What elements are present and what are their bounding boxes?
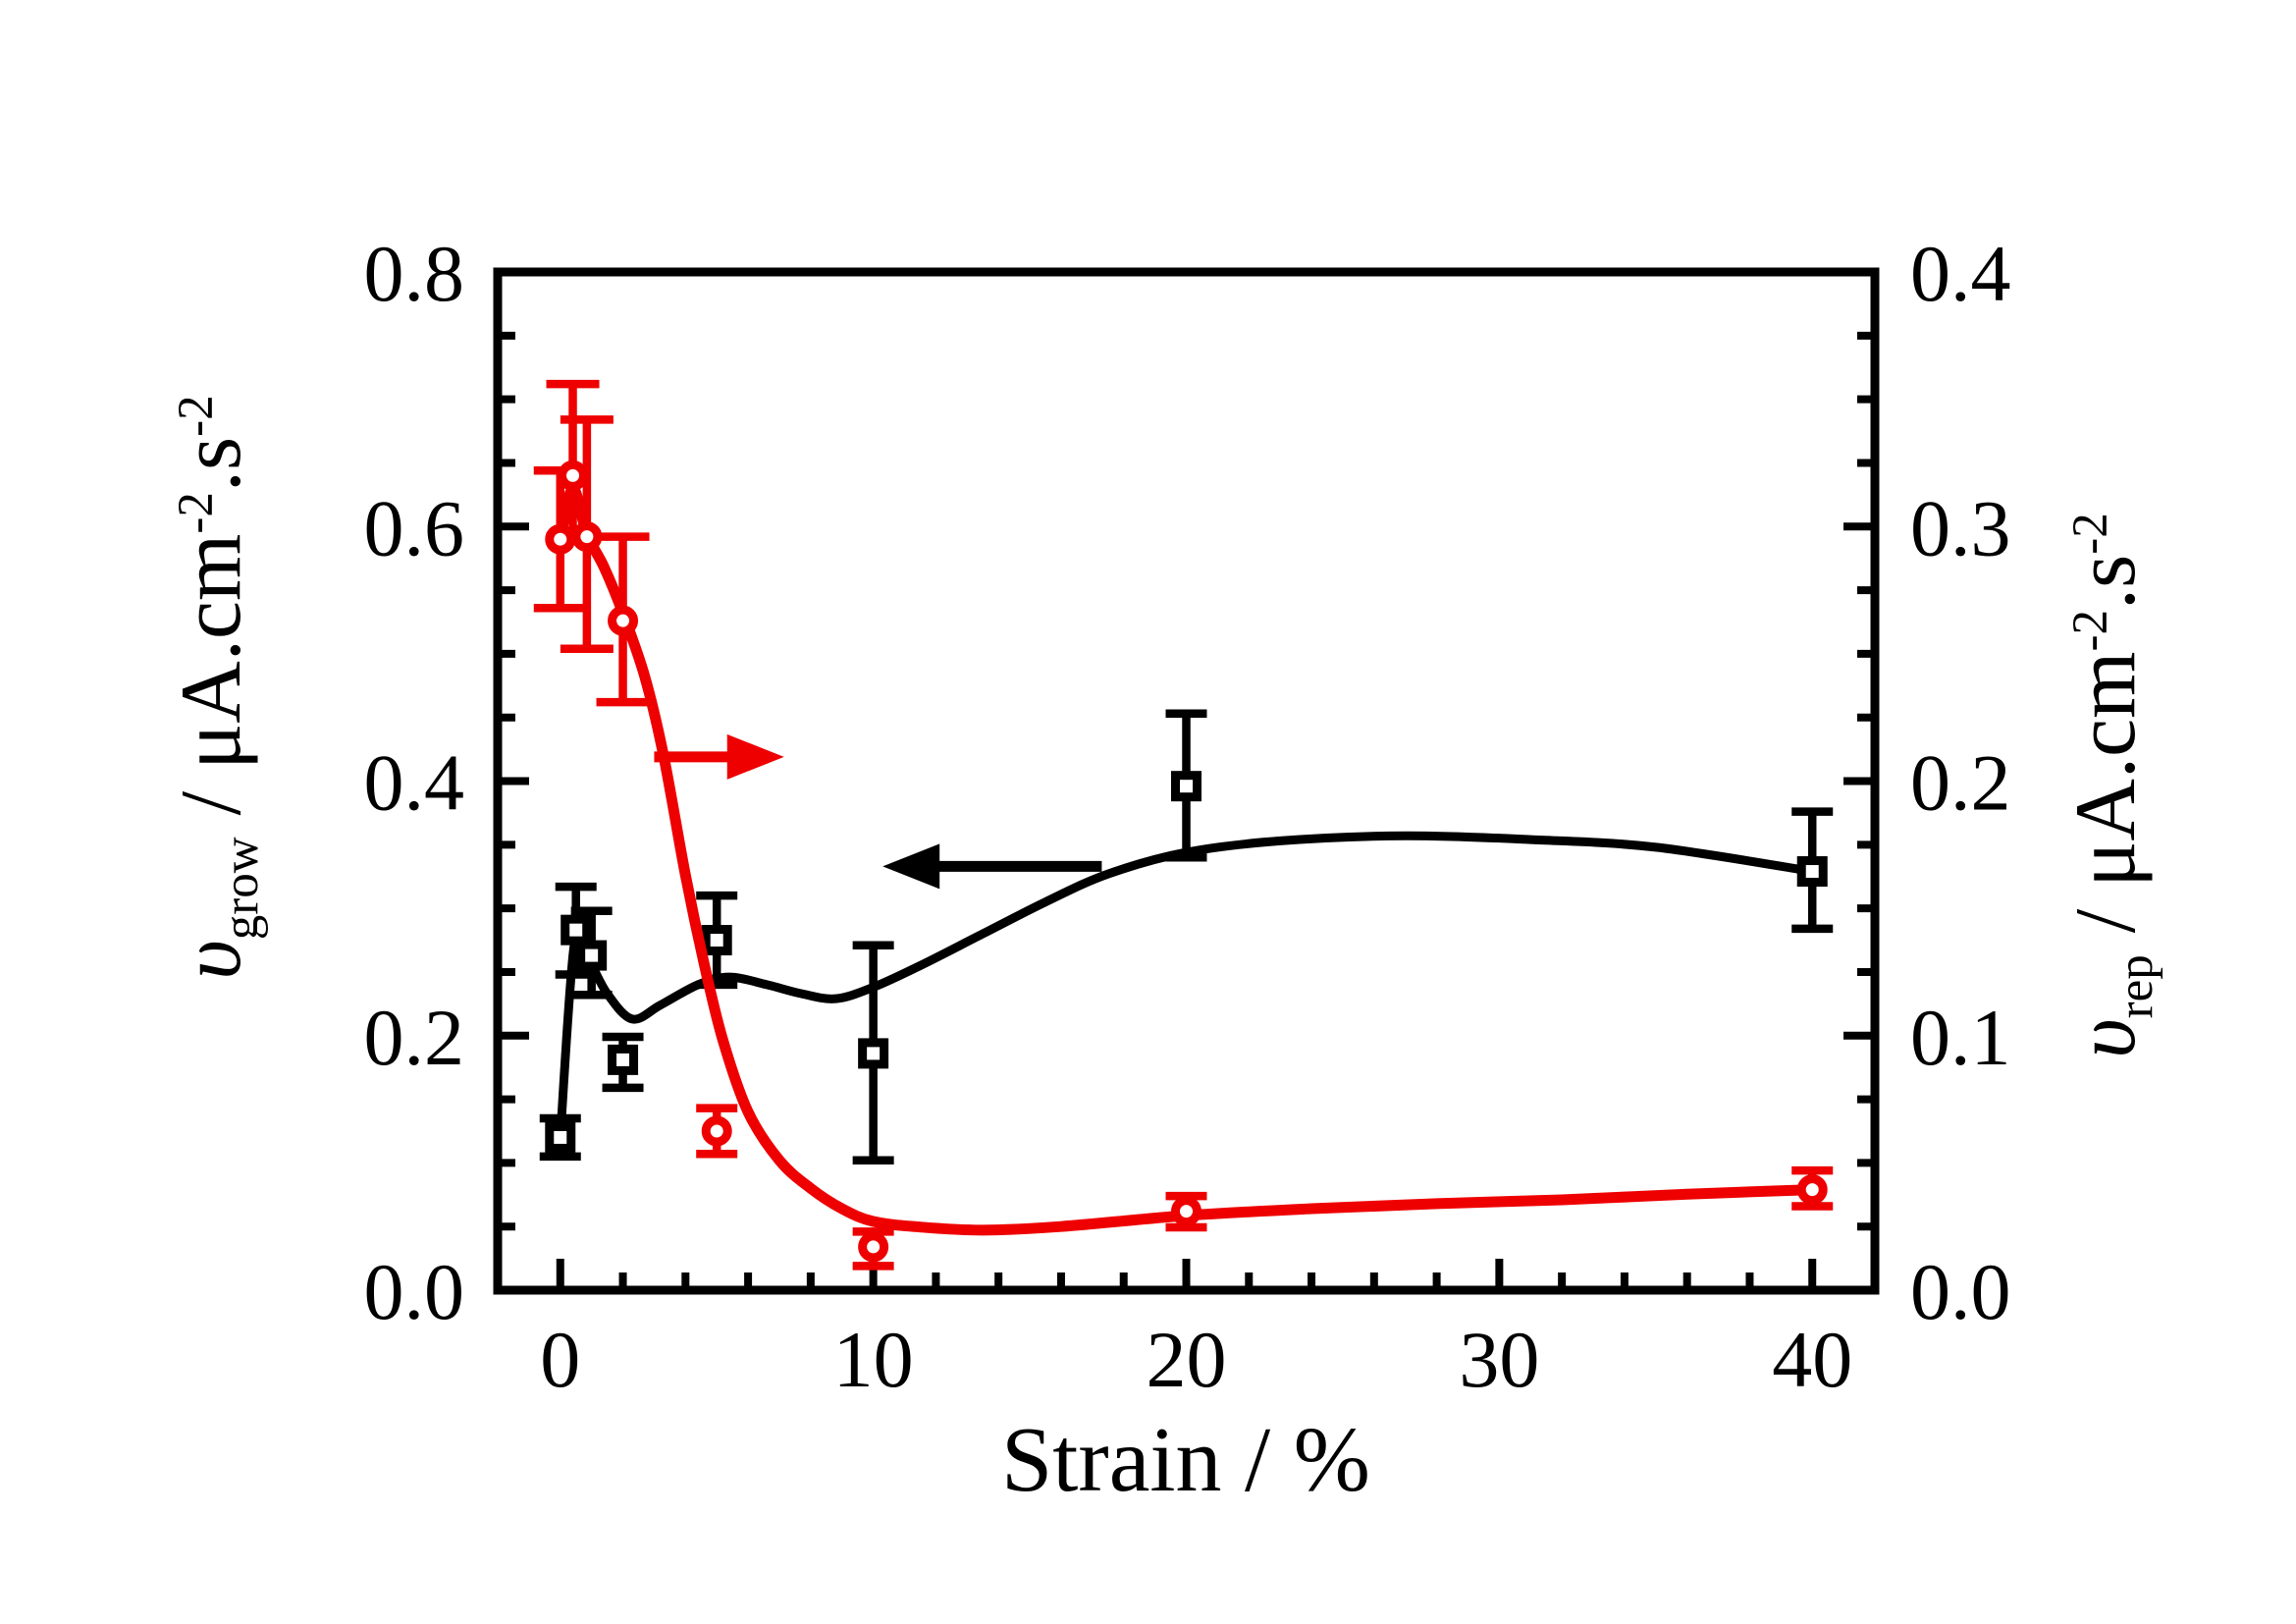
y-right-axis-title: υrep / μA.cm-2.s-2 bbox=[2058, 513, 2163, 1058]
unit-text: μA.cm bbox=[164, 533, 260, 770]
v_rep-marker-circle bbox=[608, 605, 639, 636]
black-series-pointer-head bbox=[882, 843, 940, 890]
v_rep-marker-circle bbox=[1796, 1174, 1828, 1206]
exponent: -2 bbox=[168, 492, 224, 534]
upsilon-symbol: υ bbox=[2058, 1018, 2155, 1058]
v_grow-marker-square bbox=[1171, 771, 1201, 802]
plot-frame bbox=[493, 267, 1880, 1295]
x-tick-label: 0 bbox=[540, 1315, 580, 1404]
y-left-axis-title: υgrow / μA.cm-2.s-2 bbox=[164, 395, 269, 979]
red-series-pointer-head bbox=[726, 733, 784, 780]
x-tick-label: 10 bbox=[833, 1315, 914, 1404]
unit-text: μA.cm bbox=[2058, 651, 2155, 888]
exponent: -2 bbox=[2062, 609, 2118, 652]
v_rep-marker-circle bbox=[545, 523, 576, 555]
y-right-subscript: rep bbox=[2108, 954, 2163, 1019]
v_rep-marker-circle bbox=[1171, 1196, 1201, 1227]
v_grow-curve bbox=[556, 831, 1813, 1138]
y-right-tick-label: 0.4 bbox=[1910, 229, 2011, 318]
v_rep-marker-circle bbox=[558, 460, 589, 491]
exponent: -2 bbox=[168, 395, 224, 437]
x-tick-label: 40 bbox=[1772, 1315, 1852, 1404]
v_grow-marker-square bbox=[576, 940, 608, 971]
unit-text: .s bbox=[2058, 554, 2155, 610]
y-left-tick-label: 0.0 bbox=[364, 1247, 465, 1336]
v_rep-marker-circle bbox=[858, 1231, 889, 1263]
y-left-subscript: grow bbox=[213, 837, 269, 941]
y-left-tick-label: 0.2 bbox=[364, 993, 465, 1082]
x-axis-title: Strain / % bbox=[1001, 1409, 1370, 1511]
y-right-tick-label: 0.3 bbox=[1910, 483, 2011, 572]
v_grow-marker-square bbox=[608, 1044, 639, 1075]
y-right-tick-label: 0.1 bbox=[1910, 993, 2011, 1082]
v_grow-marker-square bbox=[561, 914, 592, 946]
v_rep-marker-circle bbox=[571, 521, 603, 553]
separator: / bbox=[2058, 887, 2155, 955]
v_grow-marker-square bbox=[545, 1121, 576, 1153]
v_grow-marker-square bbox=[858, 1038, 889, 1069]
y-left-tick-label: 0.4 bbox=[364, 738, 465, 828]
v_grow-marker-square bbox=[1796, 856, 1828, 888]
separator: / bbox=[164, 769, 260, 838]
x-tick-label: 30 bbox=[1459, 1315, 1539, 1404]
exponent: -2 bbox=[2062, 513, 2118, 555]
v_rep-curve bbox=[555, 482, 1813, 1236]
v_rep-marker-circle bbox=[701, 1115, 732, 1147]
y-right-tick-label: 0.0 bbox=[1910, 1247, 2011, 1336]
unit-text: .s bbox=[164, 436, 260, 493]
x-tick-label: 20 bbox=[1147, 1315, 1227, 1404]
upsilon-symbol: υ bbox=[164, 940, 260, 980]
y-right-tick-label: 0.2 bbox=[1910, 738, 2011, 828]
y-left-tick-label: 0.8 bbox=[364, 229, 465, 318]
y-left-tick-label: 0.6 bbox=[364, 483, 465, 572]
v_grow-marker-square bbox=[701, 925, 732, 956]
